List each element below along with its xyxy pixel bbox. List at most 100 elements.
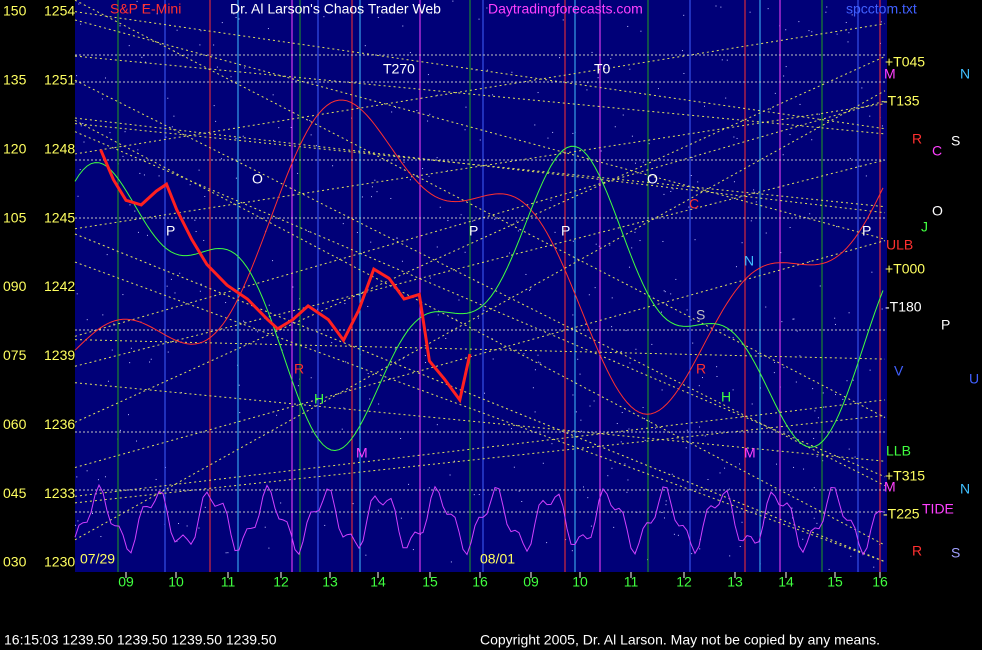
y-tick-label: 1239	[44, 347, 75, 363]
dotted-line	[74, 131, 886, 478]
dotted-line	[74, 103, 886, 230]
star	[331, 342, 333, 344]
star	[677, 534, 679, 536]
star	[828, 568, 830, 570]
star	[812, 388, 814, 390]
annotation: +T000	[885, 261, 925, 277]
star	[521, 501, 523, 503]
star	[751, 403, 753, 405]
star	[628, 266, 630, 268]
star	[642, 161, 644, 163]
annotation: O	[647, 171, 658, 187]
star	[836, 226, 838, 228]
star	[394, 348, 396, 350]
annotation: R	[294, 361, 304, 377]
star	[683, 14, 685, 16]
star	[395, 106, 397, 108]
star	[145, 61, 147, 63]
star	[631, 247, 633, 249]
star	[494, 218, 496, 220]
star	[765, 306, 767, 308]
star	[611, 297, 613, 299]
star	[814, 410, 816, 412]
y2-tick-label: 150	[3, 3, 27, 19]
annotation: P	[862, 223, 871, 239]
star	[297, 172, 299, 174]
annotation: M	[884, 66, 896, 82]
dotted-line	[74, 23, 886, 155]
star	[176, 29, 178, 31]
star	[425, 362, 427, 364]
star	[670, 293, 672, 295]
star	[625, 330, 627, 332]
star	[458, 299, 460, 301]
star	[436, 157, 438, 159]
star	[728, 488, 730, 490]
annotation: R	[912, 543, 922, 559]
star	[627, 25, 629, 27]
star	[842, 398, 844, 400]
star	[845, 21, 847, 23]
star	[220, 158, 222, 160]
star	[665, 303, 667, 305]
x-tick-label: 15	[827, 574, 843, 590]
star	[825, 11, 827, 13]
star	[741, 521, 743, 523]
star	[257, 331, 259, 333]
x-tick-label: 10	[168, 574, 184, 590]
star	[690, 175, 692, 177]
star	[225, 552, 227, 554]
star	[598, 245, 600, 247]
star	[76, 476, 78, 478]
star	[186, 525, 188, 527]
star	[370, 241, 372, 243]
star	[793, 466, 795, 468]
star	[486, 7, 488, 9]
star	[594, 287, 596, 289]
star	[166, 285, 168, 287]
star	[477, 317, 479, 319]
star	[367, 373, 369, 375]
dotted-line	[74, 117, 886, 214]
star	[854, 456, 856, 458]
star	[242, 135, 244, 137]
star	[586, 89, 588, 91]
cycle-line	[74, 483, 884, 556]
star	[412, 549, 414, 551]
star	[447, 220, 449, 222]
star	[846, 380, 848, 382]
star	[199, 44, 201, 46]
file-name: spcctom.txt	[846, 1, 917, 17]
star	[184, 66, 186, 68]
star	[881, 308, 883, 310]
star	[611, 326, 613, 328]
star	[374, 179, 376, 181]
star	[818, 113, 820, 115]
star	[203, 239, 205, 241]
star	[492, 358, 494, 360]
star	[452, 0, 454, 2]
star	[537, 354, 539, 356]
star	[629, 68, 631, 70]
star	[310, 134, 312, 136]
star	[733, 181, 735, 183]
star	[690, 319, 692, 321]
star	[199, 290, 201, 292]
y-tick-label: 1245	[44, 209, 75, 225]
star	[235, 177, 237, 179]
star	[660, 311, 662, 313]
star	[790, 490, 792, 492]
star	[106, 254, 108, 256]
star	[216, 66, 218, 68]
star	[683, 72, 685, 74]
annotation: P	[166, 223, 175, 239]
star	[460, 214, 462, 216]
star	[427, 120, 429, 122]
star	[213, 44, 215, 46]
star	[692, 342, 694, 344]
star	[104, 77, 106, 79]
star	[873, 566, 875, 568]
star	[174, 292, 176, 294]
star	[124, 131, 126, 133]
star	[82, 122, 84, 124]
